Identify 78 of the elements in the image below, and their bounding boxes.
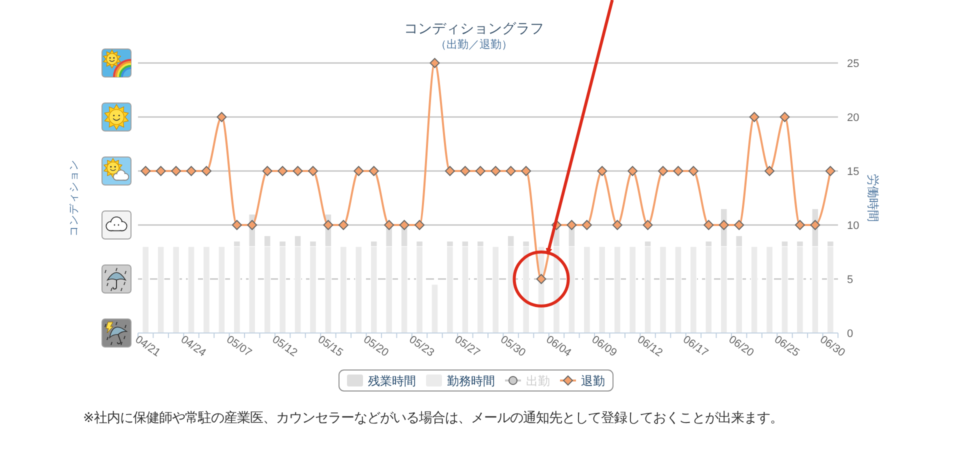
bar xyxy=(598,246,606,334)
point xyxy=(384,220,394,230)
point xyxy=(338,220,348,230)
point xyxy=(232,220,242,230)
bar xyxy=(583,246,590,334)
y2-axis-title: 労働時間 xyxy=(866,174,880,222)
point xyxy=(308,166,318,176)
y2-tick-label: 20 xyxy=(847,112,860,124)
point xyxy=(201,166,212,176)
point xyxy=(140,166,151,176)
point xyxy=(521,166,532,176)
point xyxy=(430,58,440,68)
legend-label: 退勤 xyxy=(581,374,605,388)
point xyxy=(582,220,592,230)
point xyxy=(764,166,775,176)
y2-tick-label: 5 xyxy=(847,274,854,286)
point xyxy=(794,220,805,230)
bar xyxy=(202,246,210,334)
bar xyxy=(355,246,362,334)
y2-tick-label: 0 xyxy=(847,328,854,340)
point xyxy=(642,220,653,230)
point xyxy=(597,166,608,176)
point xyxy=(354,166,364,176)
bar xyxy=(188,246,195,334)
point xyxy=(704,220,714,230)
point xyxy=(247,220,258,230)
bar xyxy=(660,246,666,334)
bar xyxy=(690,246,697,334)
point xyxy=(171,166,182,176)
point xyxy=(216,112,227,122)
point xyxy=(399,220,410,230)
chart-subtitle: （出勤／退勤） xyxy=(436,38,512,51)
point xyxy=(262,166,272,176)
bar xyxy=(750,246,758,334)
point xyxy=(688,166,698,176)
bar xyxy=(614,246,621,334)
point xyxy=(612,220,622,230)
point xyxy=(156,166,166,176)
bar xyxy=(142,246,150,334)
point xyxy=(460,166,470,176)
point xyxy=(718,220,729,230)
bar xyxy=(766,246,774,334)
chart-title: コンディショングラフ xyxy=(404,20,544,36)
point xyxy=(292,166,303,176)
point xyxy=(749,112,760,122)
bar xyxy=(340,246,347,334)
point xyxy=(475,166,486,176)
point xyxy=(186,166,196,176)
point xyxy=(368,166,379,176)
point xyxy=(278,166,288,176)
point xyxy=(628,166,638,176)
point xyxy=(323,220,334,230)
text: コンディション xyxy=(68,160,80,236)
point xyxy=(444,166,455,176)
point xyxy=(566,220,577,230)
y2-tick-label: 10 xyxy=(847,220,860,232)
point xyxy=(506,166,516,176)
bar xyxy=(218,246,226,334)
bar xyxy=(492,246,500,334)
bar xyxy=(674,246,682,334)
bar xyxy=(172,246,180,334)
point xyxy=(825,166,836,176)
point xyxy=(490,166,501,176)
legend-label: 勤務時間 xyxy=(447,374,495,388)
point xyxy=(673,166,684,176)
point xyxy=(414,220,425,230)
point xyxy=(658,166,668,176)
point xyxy=(810,220,820,230)
y2-tick-label: 25 xyxy=(847,58,860,70)
bar xyxy=(431,284,438,334)
bar xyxy=(629,246,636,334)
point xyxy=(536,274,546,284)
legend-label: 残業時間 xyxy=(368,374,416,388)
y2-tick-label: 15 xyxy=(847,166,860,178)
point xyxy=(780,112,790,122)
point xyxy=(734,220,744,230)
bar xyxy=(157,246,164,334)
text: ※社内に保健師や常駐の産業医、カウンセラーなどがいる場合は、メールの通知先として登録しておくことが出来ます。 xyxy=(83,410,784,425)
